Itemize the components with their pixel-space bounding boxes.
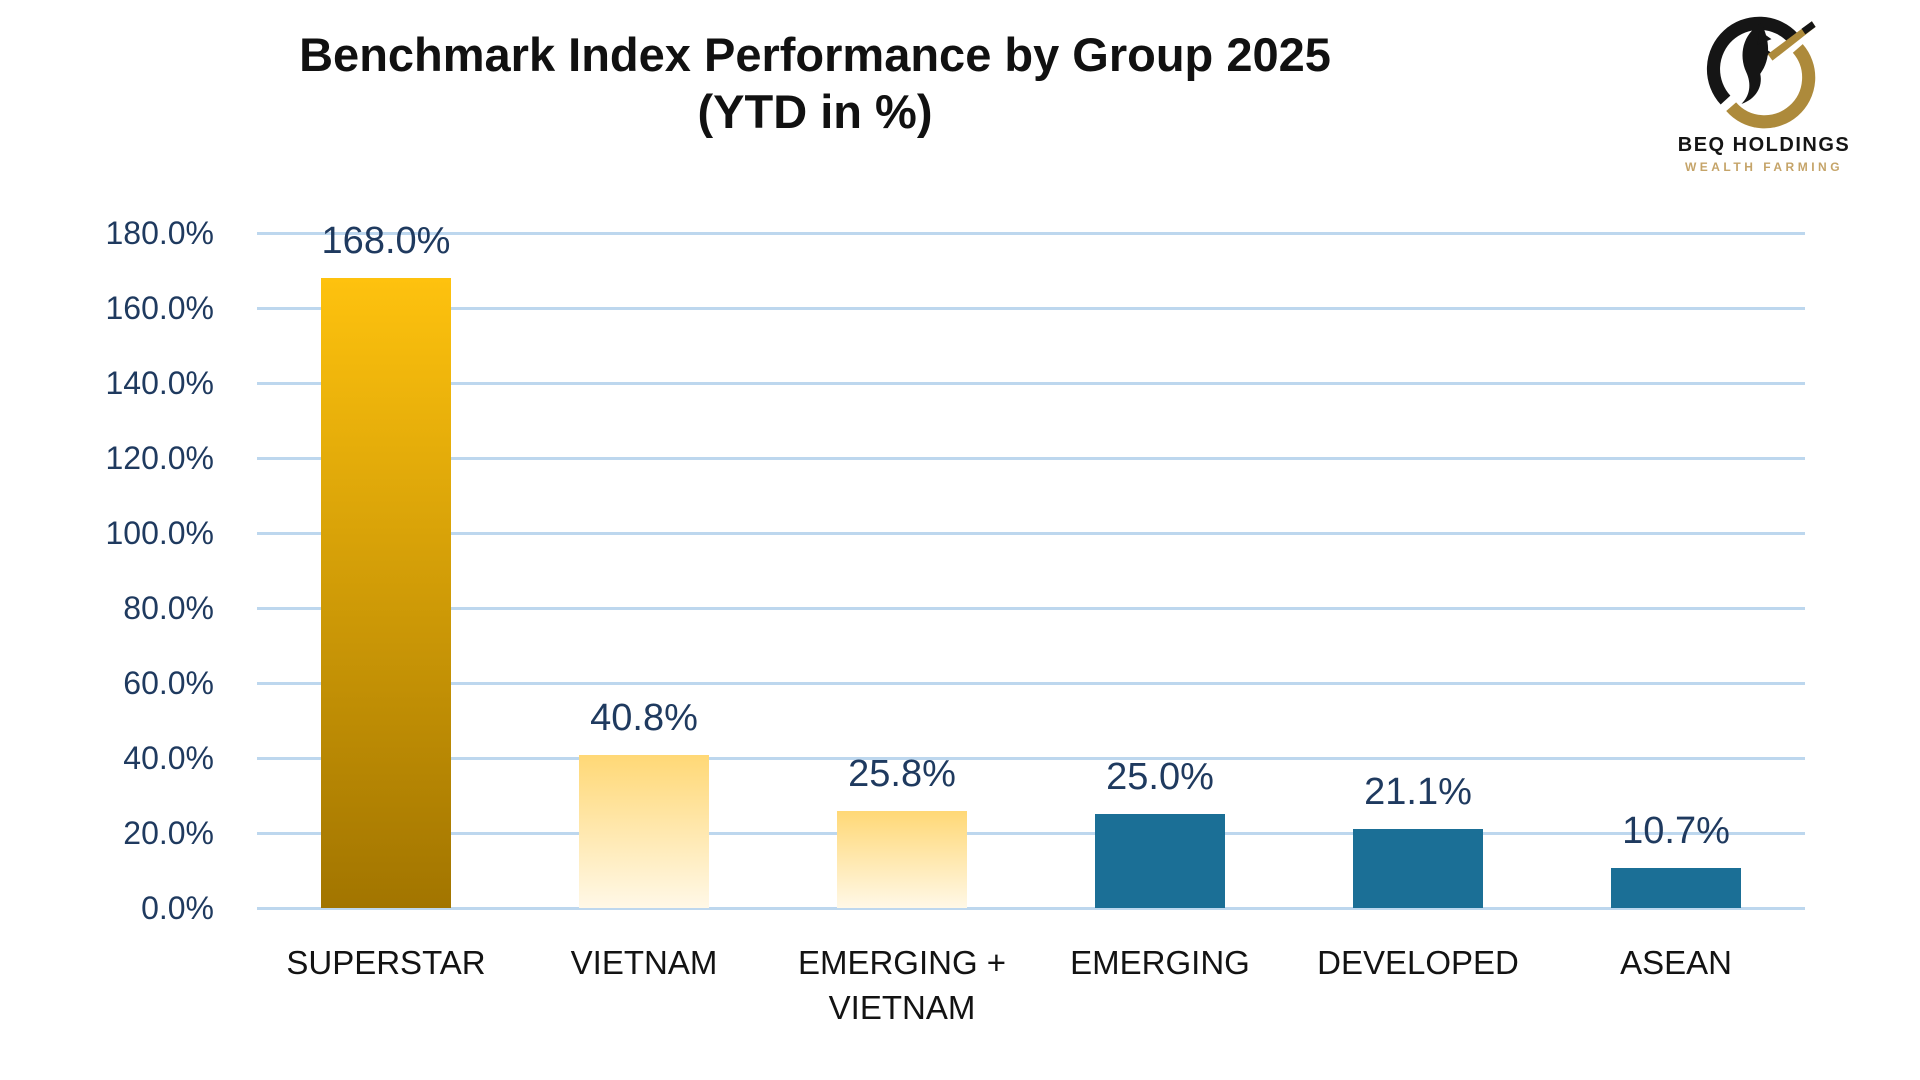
gridline: [257, 456, 1805, 460]
y-tick-label: 100.0%: [105, 515, 214, 551]
y-tick-label: 160.0%: [105, 290, 214, 326]
chart-title-line2: (YTD in %): [697, 85, 933, 139]
y-tick-label: 40.0%: [123, 740, 214, 776]
gridline: [257, 756, 1805, 760]
gridline: [257, 831, 1805, 835]
logo-company-name: BEQ HOLDINGS: [1677, 134, 1851, 156]
bar: [1095, 814, 1225, 908]
bar: [579, 755, 709, 908]
bar-value-label: 168.0%: [321, 220, 451, 262]
logo-tagline: WEALTH FARMING: [1684, 160, 1844, 174]
bar-value-label: 10.7%: [1622, 809, 1730, 852]
chart-title-line1: Benchmark Index Performance by Group 202…: [299, 28, 1331, 81]
bar-value-label: 21.1%: [1364, 770, 1472, 813]
bar-value-label: 40.8%: [590, 697, 698, 739]
bar: [1353, 828, 1483, 908]
category-label: DEVELOPED: [1317, 944, 1519, 981]
x-axis: SUPERSTAR VIETNAM EMERGING + VIETNAM EMERGI…: [257, 941, 1805, 1061]
y-tick-label: 20.0%: [123, 815, 214, 851]
y-tick-label: 120.0%: [105, 440, 214, 476]
bar-value-label: 25.0%: [1106, 756, 1214, 799]
bar: [837, 811, 967, 908]
y-axis: 0.0% 20.0% 40.0% 60.0% 80.0% 100.0% 120.0% 140.…: [0, 217, 214, 924]
gridline: [257, 531, 1805, 535]
gridline: [257, 906, 1805, 910]
gridline: [257, 681, 1805, 685]
plot-area: 168.0% 40.8% 25.8% 25.0% 21.1% 10.7%: [257, 222, 1805, 910]
beq-holdings-logo: BEQ HOLDINGS WEALTH FARMING: [1644, 10, 1884, 174]
y-tick-label: 60.0%: [123, 665, 214, 701]
unicorn-icon: [1644, 10, 1884, 132]
chart-title: Benchmark Index Performance by Group 202…: [115, 26, 1515, 141]
category-label: ASEAN: [1620, 944, 1732, 981]
category-label: VIETNAM: [570, 944, 718, 981]
y-tick-label: 140.0%: [105, 365, 214, 401]
category-label: SUPERSTAR: [286, 944, 486, 981]
gridline: [257, 381, 1805, 385]
y-tick-label: 180.0%: [105, 215, 214, 251]
category-label: EMERGING + VIETNAM: [797, 944, 1007, 1026]
bar-value-label: 25.8%: [848, 753, 956, 796]
y-tick-label: 80.0%: [123, 590, 214, 626]
bar: [1611, 867, 1741, 908]
gridline: [257, 606, 1805, 610]
gridline: [257, 306, 1805, 310]
bar: [321, 278, 451, 908]
gridline: [257, 231, 1805, 235]
category-label: EMERGING: [1070, 944, 1250, 981]
y-tick-label: 0.0%: [141, 890, 214, 926]
